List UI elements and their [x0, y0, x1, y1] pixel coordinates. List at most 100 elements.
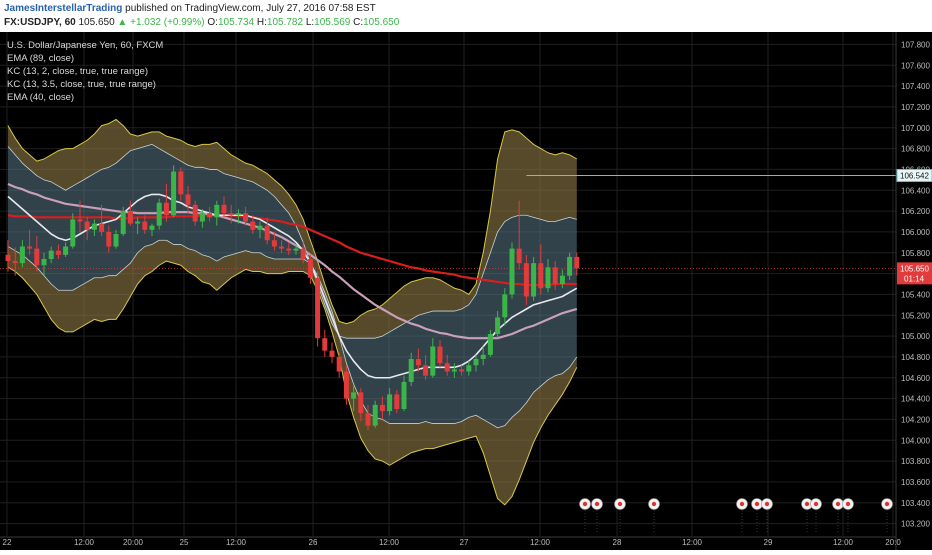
published-info: published on TradingView.com, July 27, 2…: [125, 3, 376, 14]
candle-body: [307, 259, 313, 278]
event-dot-icon: [884, 501, 890, 507]
candle-body: [199, 213, 205, 222]
x-tick-label: 12:00: [226, 538, 247, 547]
kc-mid-line: [7, 193, 578, 379]
candle-body: [70, 219, 76, 247]
candle-body: [149, 225, 155, 230]
candle-body: [12, 261, 18, 264]
x-tick-label: 12:00: [530, 538, 551, 547]
candle-body: [415, 359, 421, 366]
candle-body: [487, 334, 493, 355]
candle-body: [264, 225, 270, 241]
candle-body: [228, 213, 234, 216]
candle-body: [192, 204, 198, 222]
candle-body: [207, 213, 213, 218]
legend-ema40[interactable]: EMA (40, close): [7, 92, 74, 103]
legend-ema89[interactable]: EMA (89, close): [7, 53, 74, 64]
x-tick-label: 20:0: [885, 538, 901, 547]
candle-body: [271, 240, 277, 247]
price-change: ▲ +1.032 (+0.99%): [117, 17, 205, 28]
candle-body: [279, 246, 285, 249]
chart-canvas[interactable]: 107.800 107.600 107.400 107.200 107.000 106.8…: [0, 32, 932, 550]
legend-kc-inner[interactable]: KC (13, 2, close, true, true range): [7, 66, 148, 77]
price-chart[interactable]: 107.800 107.600 107.400 107.200 107.000 106.8…: [0, 32, 932, 550]
candle-body: [387, 394, 393, 412]
low-value: 105.569: [314, 17, 351, 28]
candle-body: [41, 259, 47, 266]
high-label: H:: [256, 17, 267, 28]
candle-body: [19, 246, 25, 264]
symbol-label[interactable]: FX:USDJPY, 60: [4, 17, 76, 28]
candle-body: [379, 404, 385, 412]
y-tick-label: 103.200: [901, 520, 930, 529]
x-tick-label: 28: [613, 538, 622, 547]
event-markers: [579, 498, 893, 532]
y-tick-label: 107.600: [901, 61, 930, 70]
event-dot-icon: [739, 501, 745, 507]
candle-body: [358, 392, 364, 414]
candle-body: [423, 365, 429, 376]
candle-body: [336, 356, 342, 372]
candle-body: [300, 248, 306, 259]
last-price: 105.650: [78, 17, 115, 28]
indicator-legend: U.S. Dollar/Japanese Yen, 60, FXCM EMA (…: [7, 40, 163, 103]
open-value: 105.734: [217, 17, 255, 28]
y-tick-label: 104.200: [901, 415, 930, 424]
keltner-bands: [8, 119, 577, 505]
candle-body: [473, 359, 479, 366]
candle-body: [221, 204, 227, 214]
ohlc-line: FX:USDJPY, 60 105.650 ▲ +1.032 (+0.99%) …: [4, 17, 399, 28]
x-tick-label: 12:00: [379, 538, 400, 547]
y-tick-label: 106.800: [901, 145, 930, 154]
candle-body: [351, 392, 357, 399]
candle-body: [559, 275, 565, 284]
candle-body: [257, 225, 263, 230]
candle-body: [163, 202, 169, 216]
level-price-text: 106.542: [900, 171, 929, 180]
event-dot-icon: [582, 501, 588, 507]
candle-body: [574, 256, 580, 269]
author-link[interactable]: JamesInterstellarTrading: [4, 3, 123, 14]
y-tick-label: 104.400: [901, 395, 930, 404]
y-tick-label: 105.800: [901, 249, 930, 258]
candle-body: [214, 204, 220, 218]
candle-body: [531, 263, 537, 297]
kc-inner-lower-line: [7, 239, 578, 429]
candle-body: [495, 317, 501, 334]
last-price-text: 105.650: [900, 264, 929, 273]
close-value: 105.650: [363, 17, 400, 28]
candle-body: [401, 381, 407, 409]
event-dot-icon: [617, 501, 623, 507]
event-dot-icon: [651, 501, 657, 507]
candle-body: [437, 346, 443, 364]
candle-body: [27, 246, 33, 249]
candle-body: [466, 365, 472, 372]
candle-body: [171, 171, 177, 216]
candle-body: [113, 234, 119, 247]
kc-outer-upper-line: [7, 118, 578, 325]
close-label: C:: [353, 17, 364, 28]
candle-body: [135, 221, 141, 224]
axes: 107.800 107.600 107.400 107.200 107.000 106.8…: [0, 32, 932, 550]
kc-outer-lower-line: [7, 260, 578, 506]
event-dot-icon: [764, 501, 770, 507]
candle-body: [34, 248, 40, 266]
event-dot-icon: [594, 501, 600, 507]
legend-kc-outer[interactable]: KC (13, 3.5, close, true, true range): [7, 79, 156, 90]
candle-body: [552, 267, 558, 284]
y-tick-label: 104.800: [901, 353, 930, 362]
candle-body: [538, 263, 544, 289]
y-tick-label: 107.000: [901, 124, 930, 133]
candle-body: [444, 363, 450, 372]
candle-body: [178, 171, 184, 195]
candle-body: [250, 221, 256, 230]
candle-body: [185, 194, 191, 205]
level-price-tag: [896, 168, 932, 182]
candle-body: [5, 254, 11, 262]
y-tick-label: 103.600: [901, 478, 930, 487]
high-value: 105.782: [266, 17, 304, 28]
countdown-text: 01:14: [904, 274, 925, 283]
y-tick-label: 103.400: [901, 499, 930, 508]
event-dot-icon: [835, 501, 841, 507]
indicator-lines: [0, 118, 896, 506]
